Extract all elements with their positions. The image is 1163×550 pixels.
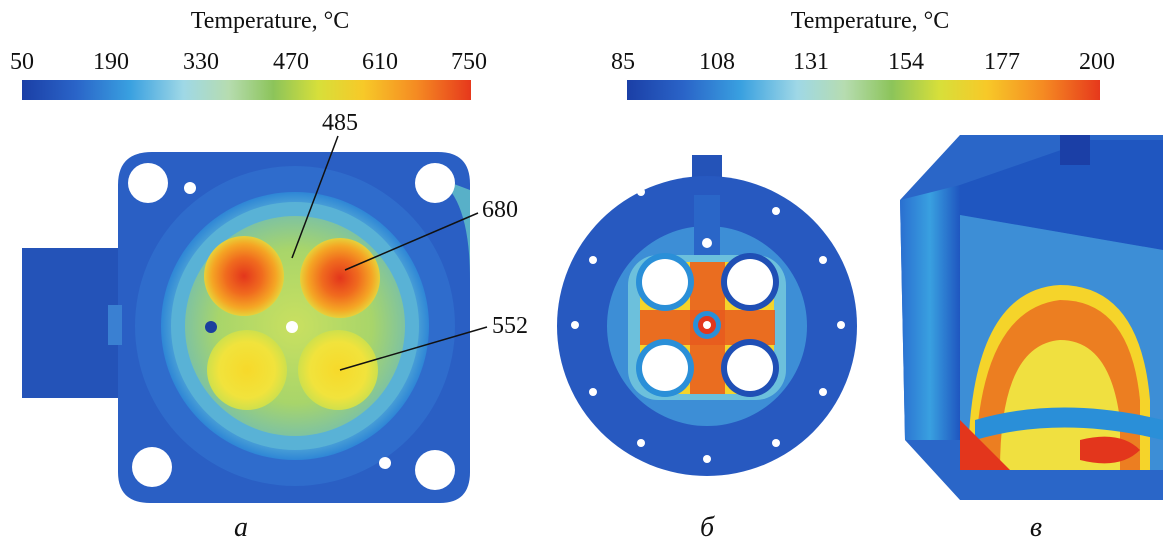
colorbar-a-tick: 470: [273, 49, 309, 75]
panel-v-part: [900, 135, 1163, 500]
panel-label-v: в: [1029, 512, 1043, 543]
panel-label-a: а: [234, 512, 248, 543]
colorbar-b-tick: 154: [888, 49, 924, 75]
panel-b-part: [557, 155, 857, 476]
colorbar-a: [22, 80, 471, 100]
colorbar-a-tick: 330: [183, 49, 219, 75]
callout-value: 680: [482, 197, 518, 223]
colorbar-a-tick: 610: [362, 49, 398, 75]
colorbar-b: [627, 80, 1100, 100]
colorbar-b-tick: 108: [699, 49, 735, 75]
colorbar-a-tick: 50: [10, 49, 34, 75]
colorbar-a-tick: 190: [93, 49, 129, 75]
callout-value: 485: [322, 110, 358, 136]
colorbar-b-tick: 177: [984, 49, 1020, 75]
colorbar-b-tick: 131: [793, 49, 829, 75]
panel-label-b: б: [699, 512, 715, 543]
colorbar-b-title: Temperature, °C: [790, 8, 950, 34]
colorbar-a-title: Temperature, °C: [190, 8, 350, 34]
panel-a-part: [22, 135, 488, 503]
callout-value: 552: [492, 313, 528, 339]
colorbar-b-tick: 85: [611, 49, 635, 75]
colorbar-b-tick: 200: [1079, 49, 1115, 75]
colorbar-a-tick: 750: [451, 49, 487, 75]
